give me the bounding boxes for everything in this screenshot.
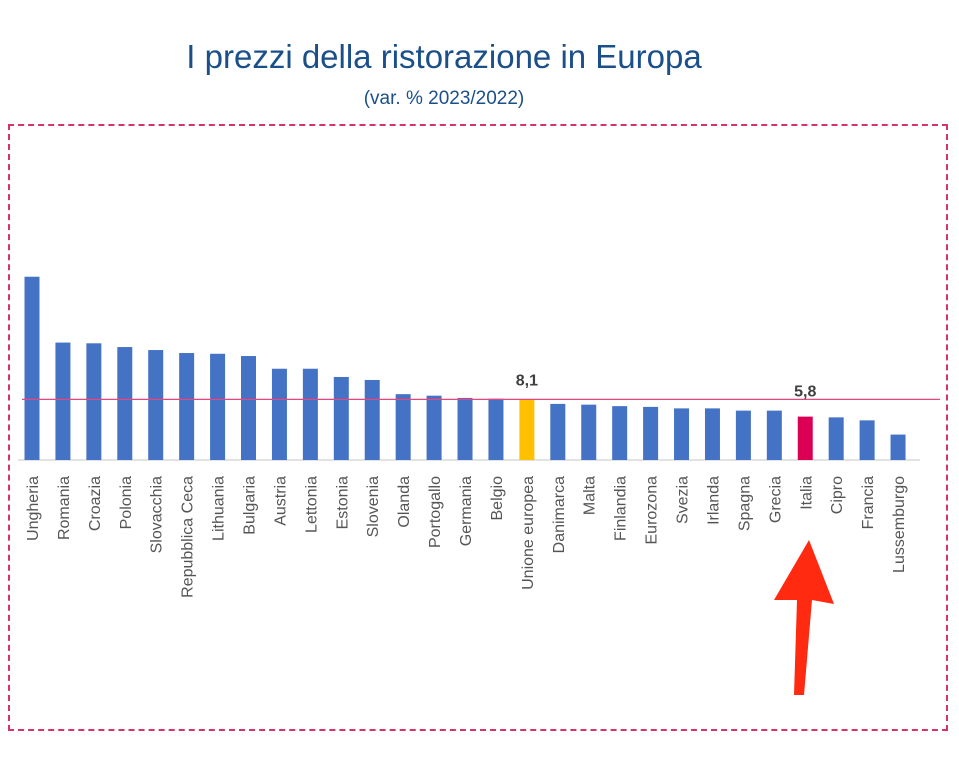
x-tick-label: Olanda: [396, 476, 413, 528]
bar-slovacchia: [148, 350, 164, 460]
x-tick-label: Italia: [798, 476, 815, 510]
bar-grecia: [766, 410, 782, 460]
arrow-icon: [774, 540, 834, 695]
bar-ungheria: [24, 276, 40, 460]
x-tick-label: Romania: [56, 476, 73, 540]
bar-portogallo: [426, 395, 442, 460]
x-tick-label: Lussemburgo: [891, 476, 908, 573]
data-label: 8,1: [516, 372, 538, 389]
x-tick-label: Slovacchia: [149, 476, 166, 553]
dashed-frame: [8, 124, 948, 731]
bar-estonia: [333, 376, 349, 460]
bar-svezia: [674, 408, 690, 460]
x-tick-label: Finlandia: [613, 476, 630, 541]
x-tick-label: Belgio: [489, 476, 506, 521]
bar-italia: [797, 416, 813, 460]
data-label: 5,8: [794, 384, 816, 401]
bar-germania: [457, 397, 473, 460]
x-tick-label: Malta: [582, 476, 599, 515]
x-tick-label: Lithuania: [211, 476, 228, 541]
x-tick-label: Cipro: [829, 476, 846, 514]
bar-lussemburgo: [890, 434, 906, 460]
x-tick-label: Ungheria: [25, 476, 42, 541]
bar-francia: [859, 420, 875, 460]
x-tick-label: Lettonia: [303, 476, 320, 533]
bar-olanda: [395, 394, 411, 460]
bar-eurozona: [643, 406, 659, 460]
x-tick-label: Unione europea: [520, 476, 537, 590]
x-tick-label: Austria: [272, 476, 289, 526]
bar-bulgaria: [241, 356, 257, 460]
bar-slovenia: [364, 379, 380, 460]
chart-title: I prezzi della ristorazione in Europa: [186, 38, 702, 75]
bar-cipro: [828, 417, 844, 460]
x-tick-label: Estonia: [334, 476, 351, 529]
x-tick-label: Germania: [458, 476, 475, 546]
bar-polonia: [117, 347, 133, 460]
x-tick-label: Slovenia: [365, 476, 382, 537]
x-tick-label: Repubblica Ceca: [180, 476, 197, 598]
bar-romania: [55, 342, 71, 460]
bar-lettonia: [302, 368, 318, 460]
bar-finlandia: [612, 406, 628, 460]
x-tick-label: Bulgaria: [242, 476, 259, 535]
x-tick-label: Portogallo: [427, 476, 444, 548]
bar-malta: [581, 404, 597, 460]
x-tick-label: Grecia: [767, 476, 784, 523]
x-tick-label: Croazia: [87, 476, 104, 531]
bar-lithuania: [210, 353, 226, 460]
x-tick-label: Spagna: [736, 476, 753, 531]
x-tick-label: Danimarca: [551, 476, 568, 553]
bar-unione-europea: [519, 399, 535, 460]
x-tick-label: Eurozona: [644, 476, 661, 545]
bar-austria: [271, 368, 287, 460]
bar-irlanda: [704, 408, 720, 460]
x-tick-label: Polonia: [118, 476, 135, 529]
bar-belgio: [488, 398, 504, 460]
chart-subtitle: (var. % 2023/2022): [363, 88, 525, 109]
bar-danimarca: [550, 403, 566, 460]
bar-spagna: [735, 410, 751, 460]
x-tick-label: Svezia: [675, 476, 692, 524]
x-tick-label: Irlanda: [705, 476, 722, 525]
x-tick-label: Francia: [860, 476, 877, 529]
bar-croazia: [86, 343, 102, 460]
bar-repubblica-ceca: [179, 353, 195, 460]
